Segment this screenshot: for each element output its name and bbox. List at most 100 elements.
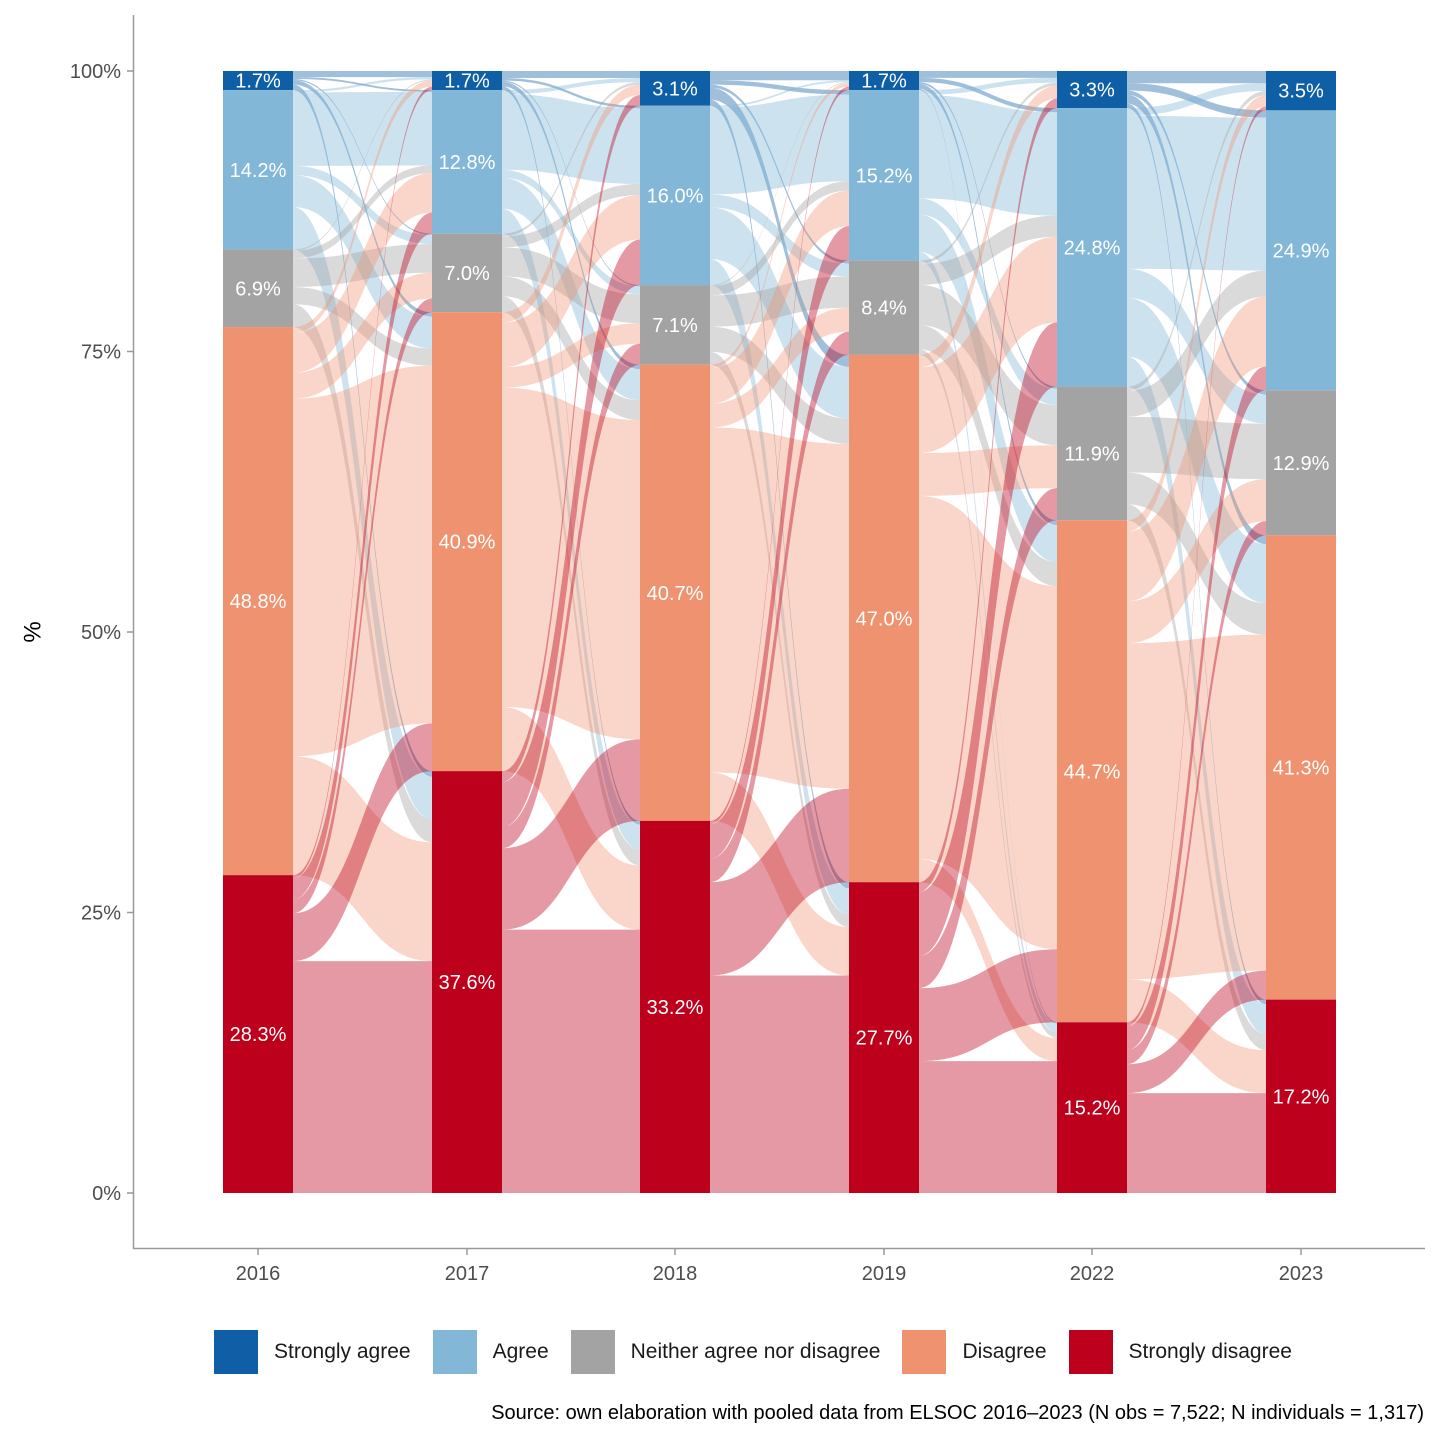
legend: Strongly agree Agree Neither agree nor d… [214,1330,1314,1374]
bar-value-label: 27.7% [856,1028,913,1050]
flow-strongly-agree [293,71,432,78]
legend-label: Disagree [962,1340,1047,1363]
bar-value-label: 7.1% [652,315,698,337]
flow-strongly-disagree [502,239,640,828]
flow-disagree [919,859,1057,1062]
legend-label: Strongly agree [274,1340,411,1363]
flow-disagree [710,83,849,369]
flow-disagree [502,706,640,930]
flow-neither-agree-nor-disagree [1127,91,1266,391]
flow-strongly-disagree [293,86,432,879]
legend-swatch [432,1330,477,1374]
bar-segment-strongly-disagree [849,882,919,1193]
flow-neither-agree-nor-disagree [1127,504,1266,1051]
flow-neither-agree-nor-disagree [710,181,849,296]
flow-disagree [1127,634,1266,980]
flow-agree [293,91,432,166]
bar-segment-neither-agree-nor-disagree [432,233,502,313]
bar-value-label: 7.0% [444,263,490,285]
bar-value-label: 15.2% [1064,1098,1121,1120]
flow-agree [919,214,1057,563]
flow-agree [502,177,640,401]
x-tick-label: 2023 [1279,1263,1324,1285]
flow-strongly-disagree [293,961,432,1193]
flow-agree [710,80,849,108]
flow-neither-agree-nor-disagree [502,296,640,866]
bar-value-label: 11.9% [1064,443,1119,465]
bar-segment-disagree [432,312,502,772]
flow-disagree [919,495,1057,950]
flow-agree [1127,115,1266,271]
flow-neither-agree-nor-disagree [502,276,640,421]
flow-strongly-agree [919,82,1057,389]
flow-agree [293,165,432,245]
source-caption: Source: own elaboration with pooled data… [491,1402,1424,1424]
bar-value-label: 47.0% [856,609,913,631]
flow-strongly-disagree [710,331,849,883]
bar-value-label: 3.5% [1278,81,1324,103]
flow-neither-agree-nor-disagree [293,304,432,843]
flow-strongly-disagree [502,343,640,849]
flow-agree [502,94,640,184]
flow-disagree [502,195,640,368]
flow-strongly-disagree [710,86,849,825]
flow-strongly-disagree [502,929,640,1193]
legend-swatch [902,1330,947,1374]
flow-neither-agree-nor-disagree [919,82,1057,264]
flow-disagree [919,85,1057,368]
flow-agree [1127,268,1266,424]
bar-segment-disagree [1057,520,1127,1023]
bar-value-label: 33.2% [647,997,704,1019]
y-tick-label: 0% [92,1183,121,1205]
flow-agree [919,251,1057,1033]
legend-item-agree: Agree [432,1330,549,1374]
bar-value-label: 1.7% [861,71,907,93]
flow-strongly-disagree [710,788,849,976]
flow-disagree [1127,479,1266,644]
y-tick-label: 50% [81,622,121,644]
flow-strongly-disagree [293,723,432,962]
flow-strongly-disagree [1127,521,1266,1065]
flow-disagree [710,427,849,789]
flow-strongly-disagree [919,322,1057,956]
flow-strongly-disagree [293,212,432,900]
y-tick-label: 25% [81,903,121,925]
flow-strongly-agree [919,71,1057,78]
legend-swatch [1068,1330,1113,1374]
flow-strongly-disagree [502,95,640,782]
flow-neither-agree-nor-disagree [919,284,1057,446]
bar-value-label: 37.6% [439,972,496,994]
bar-value-label: 16.0% [647,185,704,207]
x-tick-label: 2019 [862,1263,907,1285]
flow-strongly-agree [293,77,432,92]
flow-disagree [919,445,1057,496]
bar-value-label: 14.2% [230,160,287,182]
flow-strongly-agree [293,84,432,777]
flow-strongly-disagree [919,488,1057,989]
bar-value-label: 44.7% [1064,761,1121,783]
flow-agree [502,208,640,850]
flow-disagree [293,80,432,334]
flow-strongly-disagree [710,226,849,859]
flow-neither-agree-nor-disagree [1127,472,1266,635]
bar-segment-disagree [849,354,919,883]
flow-agree [919,77,1057,95]
bar-value-label: 12.9% [1273,453,1330,475]
legend-swatch [570,1330,615,1374]
bar-value-label: 12.8% [439,152,496,174]
flow-neither-agree-nor-disagree [293,244,432,287]
bar-segment-strongly-agree [223,71,293,91]
flow-strongly-agree [502,71,640,79]
legend-item-strongly-disagree: Strongly disagree [1068,1330,1292,1374]
flow-strongly-agree [919,88,1057,1024]
flow-strongly-disagree [1127,1093,1266,1193]
flow-neither-agree-nor-disagree [710,351,849,928]
flow-agree [293,207,432,820]
flow-neither-agree-nor-disagree [293,286,432,366]
flow-neither-agree-nor-disagree [710,82,849,287]
bar-segment-strongly-agree [432,71,502,91]
bar-segment-agree [223,90,293,250]
legend-label: Strongly disagree [1128,1340,1292,1363]
flow-neither-agree-nor-disagree [502,82,640,237]
flow-neither-agree-nor-disagree [710,276,849,327]
